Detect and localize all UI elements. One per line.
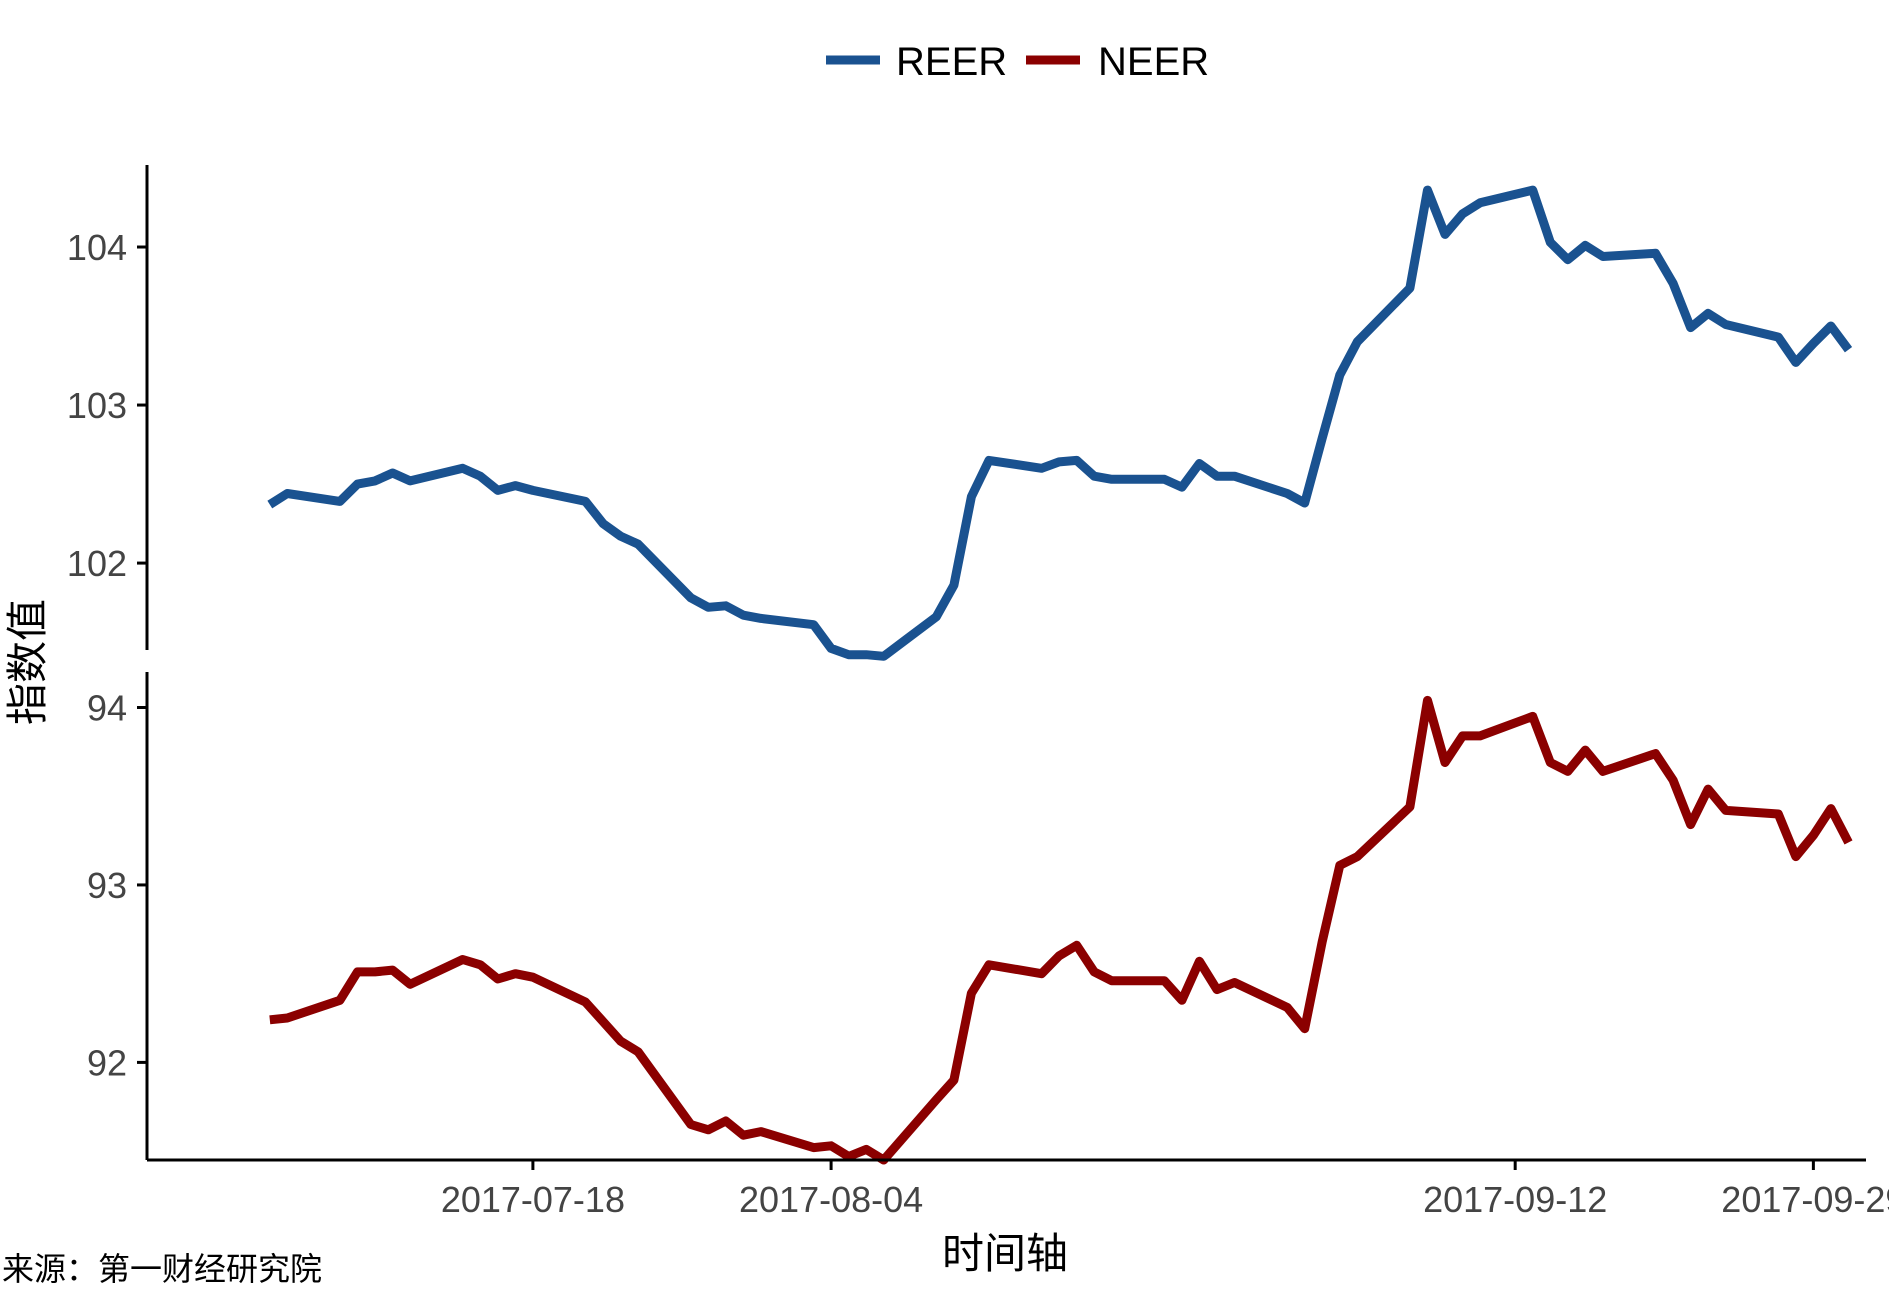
legend-label-reer: REER <box>896 40 1007 84</box>
y-tick-label-reer: 102 <box>67 543 127 584</box>
panel-reer: 102 103 104 <box>67 165 1853 661</box>
x-tick-label: 2017-09-12 <box>1423 1179 1607 1220</box>
panel-neer: 92 93 94 <box>87 672 1853 1165</box>
series-line-reer <box>267 185 1853 661</box>
x-ticks: 2017-07-18 2017-08-04 2017-09-12 2017-09-29 <box>441 1160 1889 1220</box>
x-axis-title: 时间轴 <box>942 1229 1068 1278</box>
y-ticks-reer: 102 103 104 <box>67 227 147 584</box>
y-tick-label-neer: 93 <box>87 865 127 906</box>
legend-label-neer: NEER <box>1098 40 1209 84</box>
y-tick-label-neer: 94 <box>87 687 127 728</box>
y-tick-label-neer: 92 <box>87 1042 127 1083</box>
legend: REER NEER <box>826 40 1209 84</box>
x-axis: 2017-07-18 2017-08-04 2017-09-12 2017-09-29 <box>147 1158 1889 1220</box>
y-tick-label-reer: 104 <box>67 227 127 268</box>
x-tick-label: 2017-08-04 <box>739 1179 923 1220</box>
series-neer <box>269 695 1853 1165</box>
series-line-neer <box>269 695 1853 1165</box>
x-tick-label: 2017-07-18 <box>441 1179 625 1220</box>
y-axis-title: 指数值 <box>3 599 52 725</box>
source-caption: 来源：第一财经研究院 <box>2 1250 322 1288</box>
x-tick-label: 2017-09-29 <box>1721 1179 1889 1220</box>
series-reer <box>267 185 1853 661</box>
y-tick-label-reer: 103 <box>67 385 127 426</box>
y-ticks-neer: 92 93 94 <box>87 687 147 1083</box>
